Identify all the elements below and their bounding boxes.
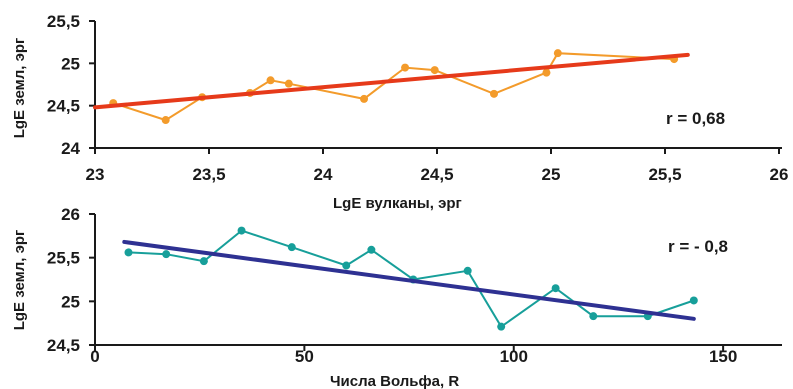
bottom-data-point	[551, 284, 560, 293]
top-chart: 24 24,5 25 25,5 23 23,5 24 24,5 25 25,5 26 LgE ву…	[11, 12, 788, 212]
top-data-point	[161, 116, 170, 125]
bottom-x-tick-label: 0	[90, 347, 99, 366]
top-y-ticks: 24 24,5 25 25,5	[47, 12, 95, 158]
bottom-y-tick-label: 24,5	[47, 336, 80, 355]
top-x-tick-label: 26	[770, 165, 789, 184]
top-y-tick-label: 25	[61, 54, 80, 73]
top-correlation-annotation: r = 0,68	[666, 109, 725, 128]
bottom-data-point	[199, 257, 208, 266]
bottom-x-ticks: 0 50 100 150	[90, 345, 737, 366]
bottom-y-tick-label: 25,5	[47, 249, 80, 268]
top-x-tick-label: 25,5	[648, 165, 681, 184]
bottom-y-tick-label: 26	[61, 205, 80, 224]
top-x-tick-label: 24	[314, 165, 333, 184]
top-x-tick-label: 25	[542, 165, 561, 184]
top-y-tick-label: 25,5	[47, 12, 80, 31]
bottom-x-axis-label: Числа Вольфа, R	[330, 373, 459, 389]
top-series	[109, 49, 679, 125]
top-y-tick-label: 24,5	[47, 97, 80, 116]
top-trend-line	[93, 52, 690, 110]
top-data-point	[284, 79, 293, 88]
top-data-point	[553, 49, 562, 58]
bottom-x-tick-label: 150	[709, 347, 737, 366]
bottom-trend-line	[122, 239, 696, 321]
bottom-data-point	[463, 266, 472, 275]
bottom-x-tick-label: 50	[295, 347, 314, 366]
bottom-data-point	[124, 248, 133, 257]
bottom-data-point	[497, 322, 506, 331]
bottom-y-axis-label: LgE земл, эрг	[11, 230, 28, 331]
bottom-y-ticks: 24,5 25 25,5 26	[47, 205, 95, 355]
bottom-x-tick-label: 100	[500, 347, 528, 366]
top-x-tick-label: 24,5	[420, 165, 453, 184]
top-data-point	[401, 63, 410, 72]
bottom-data-point	[342, 261, 351, 270]
bottom-trend	[122, 239, 696, 321]
bottom-data-point	[162, 250, 171, 259]
top-x-tick-label: 23	[86, 165, 105, 184]
bottom-series	[124, 226, 698, 331]
bottom-data-point	[367, 245, 376, 254]
bottom-data-point	[589, 312, 598, 321]
bottom-data-point	[689, 296, 698, 305]
top-x-axis-label: LgE вулканы, эрг	[333, 195, 462, 212]
bottom-chart: 24,5 25 25,5 26 0 50 100 150 Числа Вольфа, R L…	[11, 205, 782, 389]
top-y-axis-label: LgE земл, эрг	[11, 38, 28, 139]
top-data-point	[360, 94, 369, 103]
bottom-series-line	[128, 229, 695, 329]
top-data-point	[490, 89, 498, 98]
top-data-point	[266, 76, 275, 85]
top-y-tick-label: 24	[61, 139, 80, 158]
top-data-point	[430, 66, 439, 75]
top-x-ticks: 23 23,5 24 24,5 25 25,5 26	[86, 148, 789, 184]
top-data-point	[542, 68, 551, 77]
bottom-correlation-annotation: r = - 0,8	[668, 237, 728, 256]
top-x-tick-label: 23,5	[192, 165, 225, 184]
bottom-data-point	[237, 226, 246, 235]
bottom-y-tick-label: 25	[61, 292, 80, 311]
top-trend	[93, 52, 690, 110]
bottom-data-point	[287, 243, 296, 252]
